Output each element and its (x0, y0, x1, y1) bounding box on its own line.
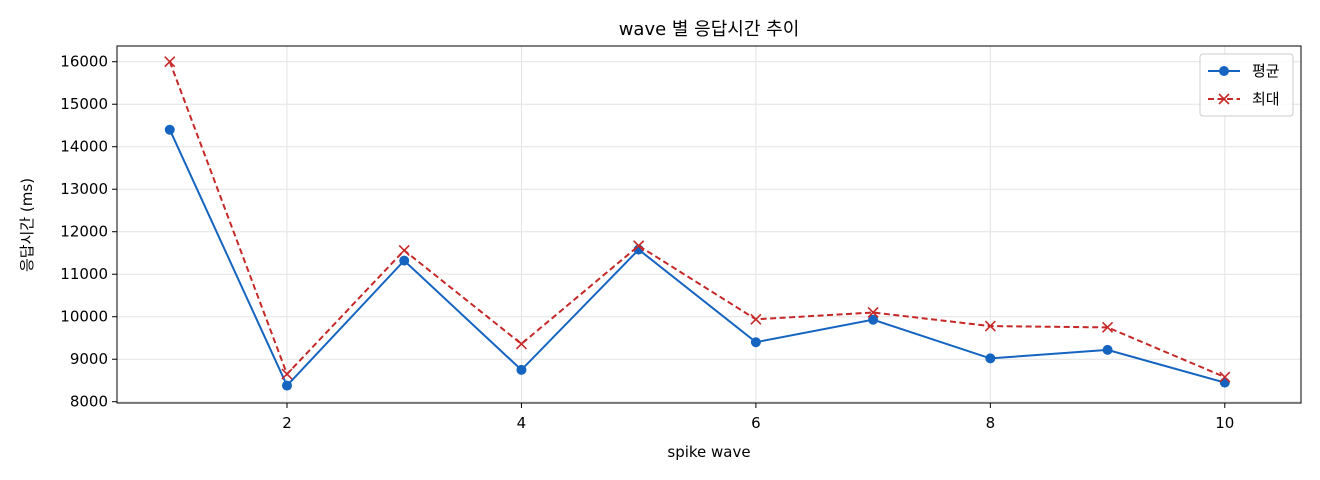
x-tick-label: 2 (282, 414, 292, 432)
plot-frame (116, 45, 1302, 404)
data-point (750, 313, 762, 325)
data-point (399, 255, 410, 266)
y-tick-label: 13000 (60, 180, 108, 198)
series-1 (164, 56, 1231, 383)
x-tick-label: 8 (986, 414, 996, 432)
legend-label: 최대 (1252, 90, 1280, 108)
data-point (633, 240, 645, 252)
data-point (516, 364, 527, 375)
series-layer (164, 56, 1231, 391)
y-tick-label: 8000 (70, 393, 108, 411)
x-tick-label: 6 (751, 414, 761, 432)
x-axis-label: spike wave (667, 443, 750, 461)
data-point (1219, 371, 1231, 383)
y-tick-label: 16000 (60, 53, 108, 71)
data-point (750, 337, 761, 348)
x-tick-label: 10 (1215, 414, 1234, 432)
series-line (168, 61, 1226, 379)
data-point (164, 56, 176, 68)
data-point (1102, 344, 1113, 355)
data-point (984, 320, 996, 332)
y-axis: 8000 9000 10000 11000 12000 13000 14000 15000 16… (60, 53, 117, 411)
y-tick-label: 12000 (60, 223, 108, 241)
y-tick-label: 10000 (60, 308, 108, 326)
data-point (398, 244, 410, 256)
legend-item: 평균 (1208, 62, 1280, 80)
legend-item: 최대 (1208, 90, 1280, 108)
data-point (1219, 377, 1230, 388)
legend-label: 평균 (1252, 62, 1280, 80)
data-point (515, 338, 528, 350)
data-point (281, 368, 293, 380)
data-point (281, 380, 292, 391)
y-tick-label: 15000 (60, 95, 108, 113)
series-0 (164, 124, 1230, 391)
legend-marker (1218, 93, 1230, 105)
data-point (867, 306, 879, 319)
grid-lines (117, 46, 1301, 403)
data-point (868, 314, 879, 325)
data-point (985, 353, 996, 364)
chart-title: wave 별 응답시간 추이 (619, 19, 800, 40)
y-tick-label: 9000 (70, 350, 108, 368)
y-axis-label: 응답시간 (ms) (18, 178, 36, 272)
data-point (1102, 321, 1114, 333)
series-line (168, 129, 1226, 388)
data-point (164, 124, 175, 135)
legend-marker (1219, 66, 1229, 76)
y-tick-label: 11000 (60, 265, 108, 283)
x-axis: 2 4 6 8 10 (282, 403, 1234, 432)
x-tick-label: 4 (517, 414, 527, 432)
y-tick-label: 14000 (60, 138, 108, 156)
